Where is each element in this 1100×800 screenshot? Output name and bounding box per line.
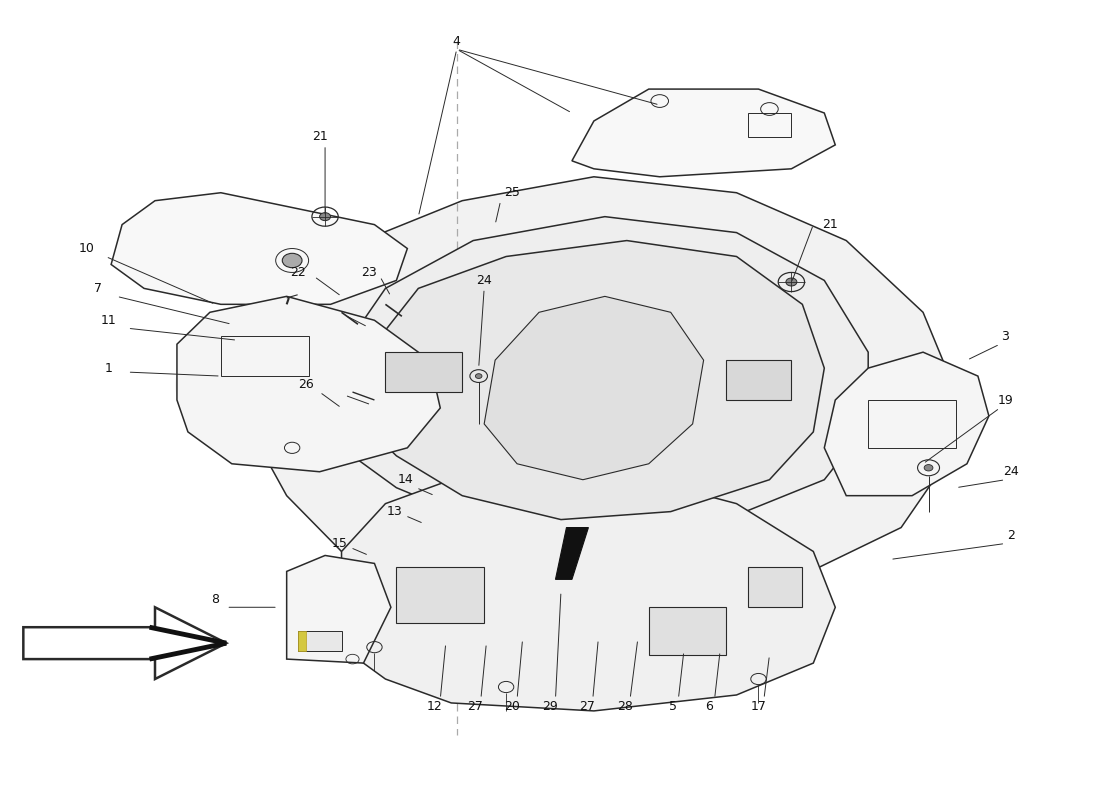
- Text: 6: 6: [705, 701, 713, 714]
- Text: 14: 14: [397, 474, 412, 486]
- Polygon shape: [298, 631, 341, 651]
- Polygon shape: [298, 631, 307, 651]
- Circle shape: [785, 278, 796, 286]
- Text: euro: euro: [169, 323, 492, 445]
- Polygon shape: [824, 352, 989, 496]
- Text: 28: 28: [617, 701, 632, 714]
- Text: 24: 24: [476, 274, 492, 287]
- Text: 13: 13: [386, 505, 403, 518]
- Polygon shape: [748, 567, 802, 607]
- Text: 24: 24: [1003, 466, 1019, 478]
- Circle shape: [475, 374, 482, 378]
- Text: spares: spares: [513, 412, 851, 500]
- Text: 3: 3: [1001, 330, 1010, 342]
- Text: 26: 26: [298, 378, 315, 390]
- Polygon shape: [572, 89, 835, 177]
- Text: 2: 2: [1006, 529, 1015, 542]
- Text: 29: 29: [542, 701, 558, 714]
- Text: 4: 4: [453, 34, 461, 48]
- Circle shape: [320, 213, 331, 221]
- Polygon shape: [363, 241, 824, 519]
- Text: 22: 22: [289, 266, 306, 279]
- Circle shape: [283, 254, 302, 268]
- Text: 11: 11: [101, 314, 117, 326]
- Polygon shape: [111, 193, 407, 304]
- Polygon shape: [341, 472, 835, 711]
- Text: 7: 7: [94, 282, 102, 295]
- Polygon shape: [556, 527, 588, 579]
- Polygon shape: [396, 567, 484, 623]
- Text: 10: 10: [79, 242, 95, 255]
- Text: 23: 23: [361, 266, 377, 279]
- Text: 27: 27: [468, 701, 483, 714]
- Text: 8: 8: [211, 593, 219, 606]
- Polygon shape: [726, 360, 791, 400]
- Text: 15: 15: [331, 537, 348, 550]
- Text: 21: 21: [311, 130, 328, 143]
- Text: 17: 17: [750, 701, 767, 714]
- Text: 5: 5: [669, 701, 676, 714]
- Polygon shape: [287, 555, 390, 663]
- Text: a passion for motors since 1985: a passion for motors since 1985: [537, 542, 826, 561]
- Text: 25: 25: [504, 186, 519, 199]
- Text: 21: 21: [822, 218, 838, 231]
- Polygon shape: [484, 296, 704, 480]
- Polygon shape: [265, 177, 956, 615]
- Text: 12: 12: [427, 701, 442, 714]
- Text: 1: 1: [104, 362, 113, 374]
- Circle shape: [924, 465, 933, 471]
- Text: 20: 20: [504, 701, 519, 714]
- Polygon shape: [385, 352, 462, 392]
- Text: 19: 19: [998, 394, 1013, 406]
- Polygon shape: [177, 296, 440, 472]
- Polygon shape: [649, 607, 726, 655]
- Polygon shape: [331, 217, 868, 535]
- Text: 27: 27: [580, 701, 595, 714]
